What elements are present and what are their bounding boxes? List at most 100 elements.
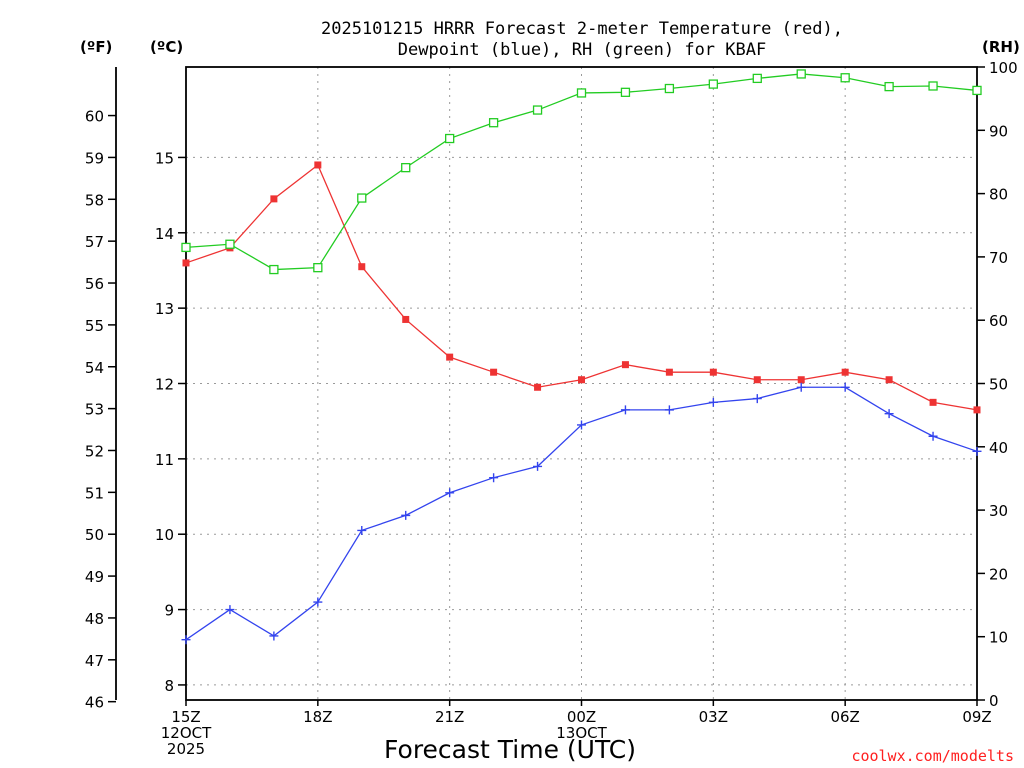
dewpoint-point bbox=[577, 420, 586, 430]
dewpoint-point bbox=[840, 382, 850, 392]
temperature-point bbox=[929, 398, 937, 406]
time-tick-label: 18Z bbox=[303, 708, 332, 726]
rh-tick-label: 80 bbox=[989, 186, 1008, 204]
rh-point bbox=[313, 263, 323, 273]
x-axis-title: Forecast Time (UTC) bbox=[384, 735, 636, 764]
rh-point bbox=[576, 88, 587, 98]
fahrenheit-tick-label: 54 bbox=[85, 359, 104, 377]
dewpoint-point bbox=[620, 405, 630, 415]
dewpoint-point bbox=[884, 409, 894, 419]
fahrenheit-tick-label: 48 bbox=[85, 610, 104, 628]
data-series bbox=[181, 69, 982, 645]
rh-point bbox=[708, 79, 718, 89]
temperature-point bbox=[621, 361, 629, 369]
rh-point bbox=[488, 118, 499, 128]
temperature-point bbox=[490, 368, 498, 376]
temperature-series bbox=[182, 161, 981, 414]
rh-tick-label: 20 bbox=[989, 565, 1008, 583]
dewpoint-point bbox=[796, 382, 806, 392]
dewpoint-series bbox=[181, 382, 982, 645]
dewpoint-point bbox=[401, 510, 411, 520]
temperature-point bbox=[358, 263, 366, 271]
chart-title-line1: 2025101215 HRRR Forecast 2-meter Tempera… bbox=[321, 19, 843, 39]
celsius-tick-label: 10 bbox=[155, 526, 174, 544]
rh-tick-label: 30 bbox=[989, 502, 1008, 520]
fahrenheit-tick-label: 57 bbox=[85, 233, 104, 251]
rh-point bbox=[401, 162, 411, 173]
dewpoint-point bbox=[225, 605, 235, 615]
rh-tick-label: 100 bbox=[989, 59, 1018, 77]
rh-series bbox=[181, 69, 982, 275]
time-tick-label: 15Z bbox=[171, 708, 200, 726]
dewpoint-point bbox=[313, 597, 323, 607]
temperature-point bbox=[709, 368, 717, 376]
rh-point bbox=[225, 239, 235, 249]
time-tick-label: 12OCT bbox=[161, 724, 212, 742]
celsius-tick-label: 15 bbox=[155, 149, 174, 167]
dewpoint-point bbox=[533, 461, 543, 471]
temperature-point bbox=[578, 376, 585, 384]
fahrenheit-tick-label: 60 bbox=[85, 108, 104, 126]
time-tick-label: 09Z bbox=[962, 708, 991, 726]
dewpoint-point bbox=[928, 431, 938, 441]
celsius-unit-label: (ºC) bbox=[150, 38, 183, 56]
time-tick-label: 06Z bbox=[830, 708, 859, 726]
rh-point bbox=[664, 83, 675, 94]
rh-tick-label: 40 bbox=[989, 439, 1008, 457]
fahrenheit-tick-label: 51 bbox=[85, 484, 104, 502]
dewpoint-point bbox=[708, 397, 718, 407]
time-tick-label: 13OCT bbox=[556, 724, 607, 742]
dewpoint-point bbox=[269, 631, 279, 641]
fahrenheit-tick-label: 58 bbox=[85, 191, 104, 209]
rh-point bbox=[269, 264, 279, 275]
celsius-tick-label: 12 bbox=[155, 376, 174, 394]
dewpoint-point bbox=[181, 635, 191, 645]
temperature-point bbox=[446, 353, 454, 361]
axes bbox=[108, 66, 985, 706]
credit-text: coolwx.com/modelts bbox=[851, 747, 1014, 765]
fahrenheit-unit-label: (ºF) bbox=[80, 38, 112, 56]
fahrenheit-tick-label: 59 bbox=[85, 149, 104, 167]
dewpoint-point bbox=[972, 446, 982, 456]
rh-point bbox=[620, 87, 631, 97]
temperature-point bbox=[841, 368, 849, 376]
temperature-point bbox=[973, 406, 981, 414]
dewpoint-point bbox=[445, 488, 455, 498]
fahrenheit-tick-label: 52 bbox=[85, 442, 104, 460]
dewpoint-point bbox=[752, 394, 762, 404]
rh-point bbox=[928, 81, 938, 91]
temperature-point bbox=[402, 315, 410, 323]
fahrenheit-tick-label: 53 bbox=[85, 401, 104, 419]
temperature-point bbox=[797, 376, 805, 384]
temperature-point bbox=[753, 376, 761, 384]
fahrenheit-tick-label: 56 bbox=[85, 275, 104, 293]
rh-point bbox=[972, 85, 982, 96]
temperature-point bbox=[665, 368, 673, 376]
rh-point bbox=[840, 73, 850, 83]
gridlines bbox=[186, 67, 977, 700]
dewpoint-point bbox=[489, 473, 499, 483]
fahrenheit-tick-label: 49 bbox=[85, 568, 104, 586]
rh-tick-label: 70 bbox=[989, 249, 1008, 267]
temperature-point bbox=[270, 195, 278, 203]
temperature-point bbox=[534, 383, 542, 391]
rh-point bbox=[752, 73, 762, 84]
temperature-point bbox=[314, 161, 322, 169]
time-tick-label: 21Z bbox=[435, 708, 464, 726]
rh-point bbox=[357, 193, 367, 203]
fahrenheit-tick-label: 47 bbox=[85, 652, 104, 670]
time-tick-label: 2025 bbox=[167, 740, 205, 758]
rh-tick-label: 60 bbox=[989, 312, 1008, 330]
rh-tick-label: 50 bbox=[989, 376, 1008, 394]
rh-unit-label: (RH) bbox=[982, 38, 1020, 56]
dewpoint-point bbox=[664, 405, 674, 415]
rh-point bbox=[181, 242, 191, 253]
celsius-tick-label: 14 bbox=[155, 225, 174, 243]
rh-point bbox=[532, 105, 543, 115]
temperature-point bbox=[885, 376, 893, 384]
dewpoint-point bbox=[357, 525, 367, 535]
time-tick-label: 00Z bbox=[567, 708, 596, 726]
